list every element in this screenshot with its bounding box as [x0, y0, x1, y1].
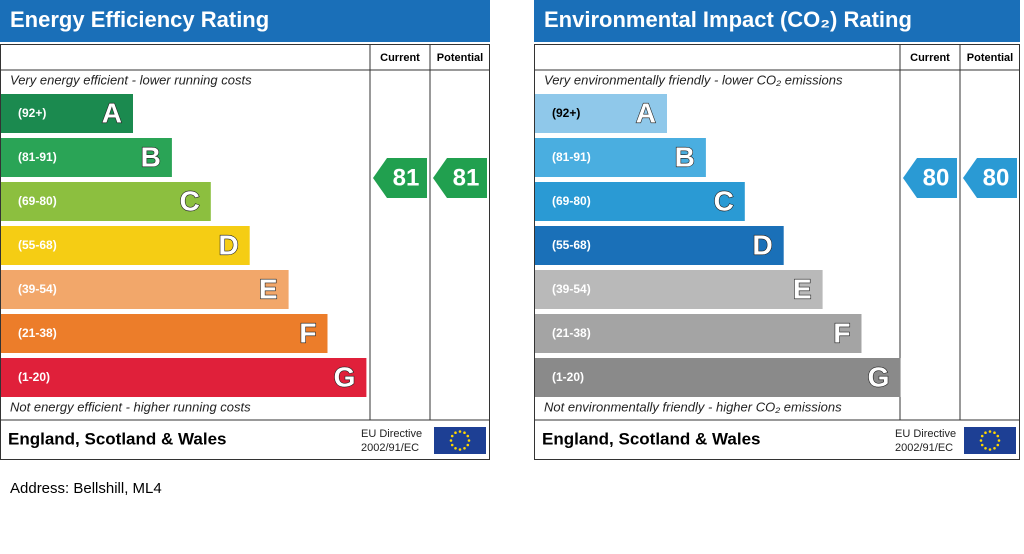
band-bar — [1, 138, 172, 177]
rating-arrow — [963, 158, 1017, 198]
band-bar — [535, 226, 784, 265]
band-letter: F — [299, 317, 316, 348]
band-bar — [1, 182, 211, 221]
band-range: (81-91) — [552, 150, 591, 164]
band-bar — [535, 182, 745, 221]
title-bar — [0, 0, 490, 42]
eu-star — [997, 439, 1001, 442]
eu-star — [450, 434, 454, 438]
rating-value: 81 — [453, 164, 480, 191]
band-range: (21-38) — [18, 326, 57, 340]
band-bar — [1, 270, 289, 309]
panel-frame — [0, 44, 490, 460]
band-letter: D — [752, 229, 772, 260]
band-range: (39-54) — [18, 282, 57, 296]
rating-value: 81 — [393, 164, 420, 191]
eu-star — [463, 446, 466, 450]
rating-arrow — [903, 158, 957, 198]
band-letter: G — [868, 361, 890, 392]
rating-value: 80 — [983, 164, 1010, 191]
band-range: (21-38) — [552, 326, 591, 340]
eu-star — [984, 446, 987, 450]
band-bar — [1, 314, 328, 353]
title-bar — [534, 0, 1020, 42]
band-range: (69-80) — [552, 194, 591, 208]
eu-star — [458, 430, 462, 433]
band-bar — [1, 226, 250, 265]
eu-star — [466, 434, 470, 438]
band-bar — [535, 358, 901, 397]
band-bar — [535, 94, 667, 133]
eu-star — [996, 443, 1000, 447]
band-bar — [535, 270, 823, 309]
rating-arrow — [373, 158, 427, 198]
band-letter: F — [833, 317, 850, 348]
band-letter: B — [141, 141, 161, 172]
band-range: (92+) — [552, 106, 580, 120]
eu-star — [993, 431, 996, 435]
bottom-note: Not environmentally friendly - higher CO… — [544, 399, 842, 414]
rating-value: 80 — [923, 164, 950, 191]
header-potential: Potential — [437, 52, 483, 64]
eu-star — [449, 439, 453, 442]
eu-star — [980, 443, 984, 447]
directive-line: 2002/91/EC — [361, 442, 419, 454]
band-range: (69-80) — [18, 194, 57, 208]
band-bar — [1, 358, 367, 397]
band-range: (39-54) — [552, 282, 591, 296]
band-letter: D — [218, 229, 238, 260]
eu-star — [979, 439, 983, 442]
band-range: (1-20) — [552, 370, 584, 384]
eu-star — [996, 434, 1000, 438]
eu-star — [454, 446, 457, 450]
top-note: Very environmentally friendly - lower CO… — [544, 72, 843, 87]
header-current: Current — [380, 52, 420, 64]
band-bar — [535, 314, 862, 353]
eu-star — [454, 431, 457, 435]
directive-line: EU Directive — [361, 428, 422, 440]
eu-star — [988, 430, 992, 433]
directive-line: EU Directive — [895, 428, 956, 440]
band-letter: E — [793, 273, 812, 304]
panel-title: Energy Efficiency Rating — [10, 7, 269, 32]
band-letter: A — [102, 97, 122, 128]
band-range: (55-68) — [552, 238, 591, 252]
band-range: (1-20) — [18, 370, 50, 384]
band-range: (81-91) — [18, 150, 57, 164]
eu-star — [450, 443, 454, 447]
top-note: Very energy efficient - lower running co… — [10, 72, 252, 87]
band-letter: G — [334, 361, 356, 392]
band-range: (92+) — [18, 106, 46, 120]
eu-star — [467, 439, 471, 442]
eu-star — [458, 448, 462, 451]
band-letter: A — [636, 97, 656, 128]
band-bar — [1, 94, 133, 133]
eu-star — [980, 434, 984, 438]
eu-star — [984, 431, 987, 435]
eu-star — [463, 431, 466, 435]
header-current: Current — [910, 52, 950, 64]
band-letter: B — [675, 141, 695, 172]
rating-arrow — [433, 158, 487, 198]
header-potential: Potential — [967, 52, 1013, 64]
band-range: (55-68) — [18, 238, 57, 252]
eu-star — [988, 448, 992, 451]
band-letter: C — [180, 185, 200, 216]
directive-line: 2002/91/EC — [895, 442, 953, 454]
panel-title: Environmental Impact (CO₂) Rating — [544, 7, 912, 32]
band-bar — [535, 138, 706, 177]
band-letter: E — [259, 273, 278, 304]
panel-frame — [534, 44, 1020, 460]
band-letter: C — [714, 185, 734, 216]
eu-star — [993, 446, 996, 450]
bottom-note: Not energy efficient - higher running co… — [10, 399, 251, 414]
footer-region: England, Scotland & Wales — [8, 429, 227, 448]
footer-region: England, Scotland & Wales — [542, 429, 761, 448]
address: Address: Bellshill, ML4 — [10, 480, 162, 497]
eu-star — [466, 443, 470, 447]
